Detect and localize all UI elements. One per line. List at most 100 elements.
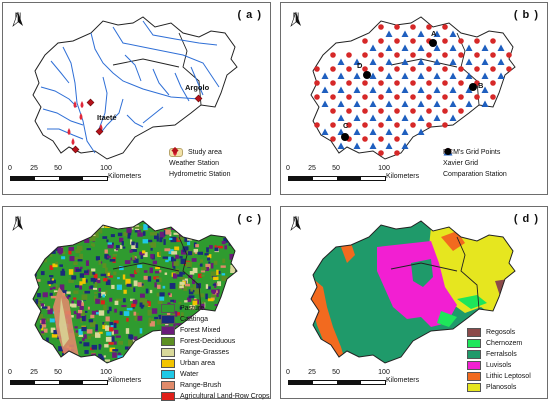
- rcm-grid-point: [330, 80, 336, 86]
- rcm-grid-point: [362, 94, 368, 100]
- xavier-grid-point: [401, 86, 409, 93]
- rcm-grid-point: [426, 24, 432, 30]
- land-use-patch: [197, 304, 201, 307]
- xavier-grid-point: [353, 142, 361, 149]
- basin-map-b: [310, 16, 516, 160]
- land-use-patch: [126, 307, 133, 311]
- rcm-grid-point: [410, 80, 416, 86]
- land-use-patch: [166, 311, 171, 317]
- land-use-patch: [225, 286, 231, 291]
- land-use-patch: [102, 263, 107, 269]
- land-use-patch: [147, 341, 151, 346]
- land-use-patch: [106, 239, 109, 243]
- land-use-patch: [237, 233, 241, 236]
- land-use-patch: [210, 276, 213, 280]
- land-use-patch: [182, 246, 189, 253]
- xavier-grid-point: [433, 114, 441, 121]
- rcm-grid-point: [378, 136, 384, 142]
- land-use-patch: [227, 295, 232, 301]
- land-use-patch: [78, 328, 83, 335]
- land-use-patch: [168, 222, 171, 225]
- land-use-patch: [85, 260, 89, 266]
- land-use-patch: [42, 233, 46, 238]
- land-use-patch: [38, 226, 45, 231]
- land-use-patch: [212, 292, 216, 295]
- rcm-grid-point: [394, 52, 400, 58]
- panel-a-hydrography-map: ( a ) N Argolo Itaeté Study area Weather…: [2, 2, 271, 195]
- soil-ferralsols-patch: [411, 259, 433, 287]
- land-use-patch: [149, 232, 155, 236]
- land-use-patch: [104, 344, 109, 348]
- land-use-patch: [73, 290, 79, 294]
- land-use-patch: [154, 231, 158, 236]
- soil-chernozem: [457, 295, 487, 309]
- land-use-patch: [68, 279, 74, 283]
- legend-label: RCM's Grid Points: [443, 149, 501, 156]
- xavier-grid-point: [401, 142, 409, 149]
- land-use-patch: [39, 352, 46, 356]
- legend-c: Pasture Caatinga Forest Mixed Forest-Decidu…: [161, 303, 269, 402]
- xavier-grid-point: [481, 100, 489, 107]
- land-use-patch: [42, 293, 46, 297]
- rcm-grid-point: [362, 136, 368, 142]
- land-use-patch: [176, 323, 182, 326]
- scale-unit: Kilometers: [386, 173, 420, 180]
- land-use-patch: [177, 234, 184, 241]
- land-use-patch: [91, 344, 98, 350]
- land-use-patch: [94, 362, 99, 363]
- land-use-patch: [68, 246, 74, 251]
- land-use-patch: [100, 273, 107, 277]
- xavier-grid-point: [385, 86, 393, 93]
- land-use-patch: [127, 234, 131, 239]
- legend-item: Ferralsols: [467, 349, 531, 360]
- land-use-patch: [107, 242, 112, 245]
- land-use-patch: [153, 233, 159, 240]
- legend-item-hydrometric-station: Hydrometric Station: [169, 147, 230, 180]
- xavier-grid-point: [385, 44, 393, 51]
- rcm-grid-point: [474, 38, 480, 44]
- land-use-patch: [204, 253, 209, 256]
- land-use-patch: [34, 239, 38, 244]
- rcm-grid-point: [410, 108, 416, 114]
- land-use-patch: [221, 273, 226, 276]
- land-use-patch: [224, 289, 230, 294]
- land-use-patch: [149, 321, 155, 327]
- land-use-patch: [125, 328, 130, 334]
- legend-label: Caatinga: [180, 316, 209, 323]
- xavier-grid-point: [449, 100, 457, 107]
- land-use-patch: [88, 360, 92, 363]
- land-use-patch: [42, 246, 49, 251]
- land-use-patch: [134, 316, 137, 321]
- land-use-patch: [137, 315, 143, 321]
- land-use-patch: [173, 266, 176, 269]
- land-use-patch: [52, 263, 58, 268]
- land-use-patch: [137, 341, 141, 348]
- land-use-patch: [139, 251, 145, 256]
- land-use-patch: [193, 249, 199, 253]
- land-use-patch: [107, 272, 110, 277]
- land-use-patch: [81, 294, 88, 300]
- xavier-grid-point: [481, 86, 489, 93]
- land-use-patch: [140, 361, 145, 363]
- land-use-patch: [187, 297, 192, 302]
- land-use-patch: [104, 249, 108, 254]
- legend-b: RCM's Grid Points Xavier Grid Comparatio…: [443, 147, 507, 180]
- rcm-grid-point: [378, 66, 384, 72]
- land-use-patch: [197, 251, 204, 255]
- land-use-patch: [201, 267, 207, 271]
- land-use-patch: [35, 298, 41, 305]
- diamond-icon: [171, 147, 179, 155]
- land-use-patch: [179, 256, 183, 259]
- rcm-grid-point: [378, 94, 384, 100]
- legend-label: Water: [180, 371, 199, 378]
- land-use-patch: [94, 291, 98, 295]
- land-use-patch: [154, 271, 160, 274]
- land-use-patch: [231, 231, 237, 236]
- land-use-patch: [131, 243, 137, 249]
- land-use-patch: [133, 280, 138, 287]
- rcm-grid-point: [346, 80, 352, 86]
- xavier-grid-point: [321, 100, 329, 107]
- rcm-grid-point: [442, 66, 448, 72]
- land-use-patch: [128, 339, 133, 346]
- land-use-patch: [150, 343, 154, 346]
